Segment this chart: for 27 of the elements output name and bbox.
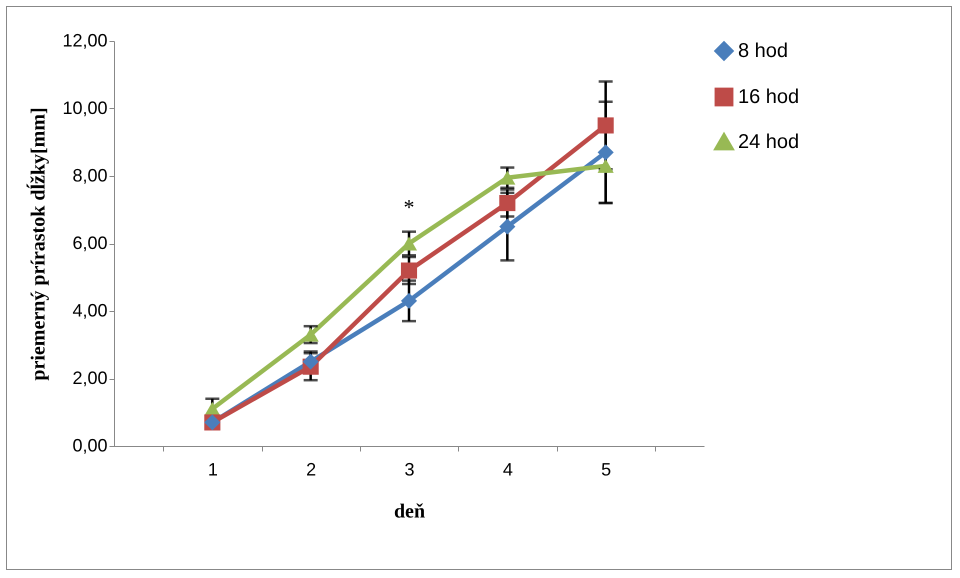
- y-tick-label: 10,00: [62, 98, 108, 118]
- annotation: *: [404, 194, 414, 220]
- y-tick-label: 0,00: [72, 436, 108, 456]
- point: [400, 292, 418, 309]
- x-tick-label: 3: [404, 460, 415, 480]
- y-axis-title: priemerný prírastok dĺžky[mm]: [26, 107, 50, 381]
- y-tick-label: 12,00: [62, 30, 108, 50]
- y-tick-label: 4,00: [72, 300, 108, 320]
- y-tick-label: 8,00: [72, 166, 108, 186]
- point: [499, 218, 516, 235]
- point: [302, 328, 319, 342]
- legend-label: 24 hod: [738, 131, 800, 153]
- legend-label: 8 hod: [738, 40, 788, 62]
- point: [598, 158, 614, 173]
- x-tick-label: 4: [502, 460, 513, 480]
- point: [499, 170, 516, 185]
- x-tick-label: 5: [601, 460, 612, 480]
- x-tick-label: 1: [208, 460, 218, 480]
- legend-label: 16 hod: [738, 86, 800, 108]
- point: [598, 117, 614, 134]
- point: [598, 144, 614, 160]
- point: [400, 262, 418, 279]
- x-axis-title: deň: [394, 500, 426, 522]
- y-tick-label: 2,00: [72, 368, 108, 388]
- point: [499, 194, 516, 212]
- y-tick-label: 6,00: [72, 233, 108, 253]
- x-tick-label: 2: [306, 460, 316, 480]
